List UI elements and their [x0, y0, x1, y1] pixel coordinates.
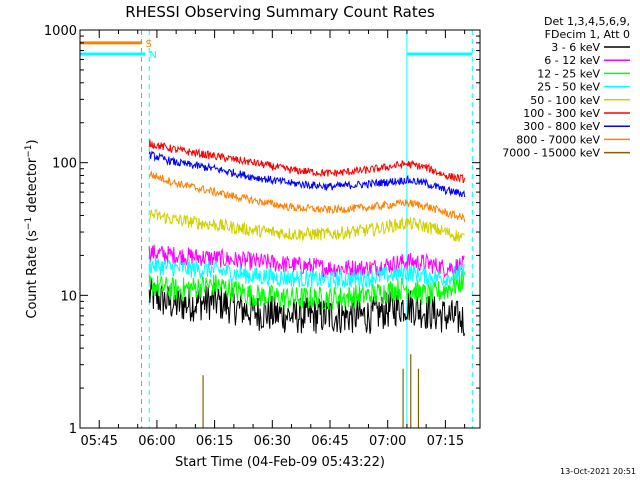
- legend-header-line-2: FDecim 1, Att 0: [545, 28, 630, 41]
- series-line: [148, 270, 466, 310]
- series-line: [149, 170, 466, 223]
- plot-marks: SN: [79, 30, 473, 428]
- x-tick-label: 06:00: [138, 434, 175, 449]
- series-line: [148, 139, 466, 184]
- series-line: [148, 277, 466, 337]
- flag-label: S: [146, 39, 152, 50]
- legend-entry-label: 7000 - 15000 keV: [502, 147, 600, 160]
- legend-entry-label: 3 - 6 keV: [551, 41, 600, 54]
- x-tick-label: 06:45: [311, 434, 348, 449]
- legend-entry-label: 300 - 800 keV: [523, 120, 600, 133]
- x-axis-label: Start Time (04-Feb-09 05:43:22): [175, 455, 385, 470]
- x-tick-label: 05:45: [80, 434, 117, 449]
- legend-entry-label: 25 - 50 keV: [537, 81, 600, 94]
- y-tick-label: 100: [52, 157, 77, 172]
- legend-entry-label: 100 - 300 keV: [523, 107, 600, 120]
- x-tick-label: 07:15: [427, 434, 464, 449]
- y-tick-label: 1: [69, 422, 77, 437]
- y-tick-label: 10: [60, 289, 77, 304]
- legend-entry-label: 6 - 12 keV: [544, 54, 600, 67]
- chart-title: RHESSI Observing Summary Count Rates: [125, 3, 435, 21]
- x-tick-label: 06:15: [196, 434, 233, 449]
- series-line: [148, 244, 465, 279]
- legend-entry-label: 50 - 100 keV: [530, 94, 600, 107]
- generated-timestamp: 13-Oct-2021 20:51: [560, 467, 636, 476]
- series-line: [148, 150, 466, 198]
- plot-frame: [79, 29, 481, 429]
- legend: Det 1,3,4,5,6,9, FDecim 1, Att 0 3 - 6 k…: [502, 15, 630, 160]
- y-axis-label: Count Rate (s−1 detector−1): [24, 139, 40, 318]
- flag-label: N: [149, 50, 156, 61]
- x-axis: 05:45 06:00 06:15 06:30 06:45 07:00 07:15: [79, 30, 466, 449]
- legend-entry-label: 800 - 7000 keV: [516, 133, 600, 146]
- series-line: [148, 256, 465, 289]
- x-tick-label: 06:30: [254, 434, 291, 449]
- x-tick-label: 07:00: [369, 434, 406, 449]
- y-tick-label: 1000: [44, 24, 77, 39]
- y-axis: 1 10 100 1000: [44, 24, 480, 437]
- legend-header-line-1: Det 1,3,4,5,6,9,: [544, 15, 630, 28]
- legend-entry-label: 12 - 25 keV: [537, 67, 600, 80]
- series-line: [148, 208, 465, 243]
